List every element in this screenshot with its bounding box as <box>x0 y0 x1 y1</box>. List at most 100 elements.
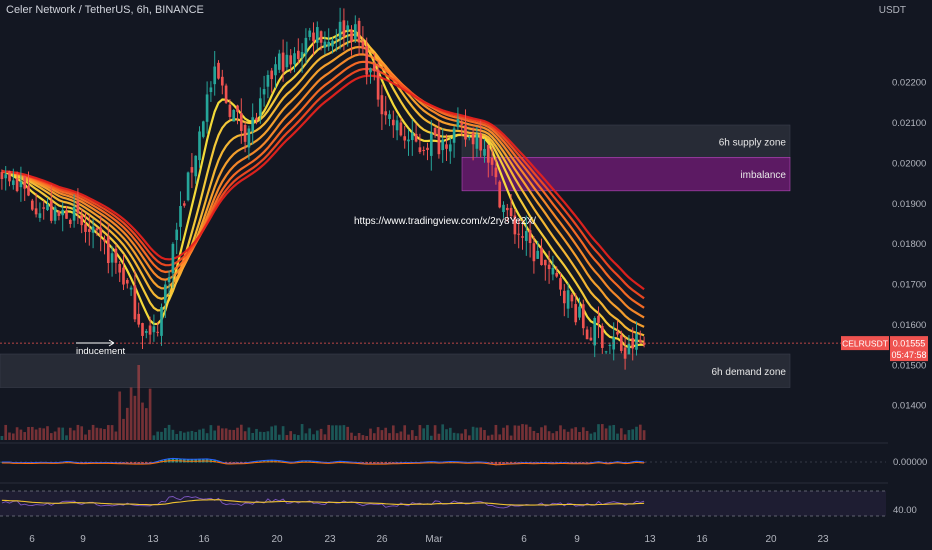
candle-body <box>380 95 384 115</box>
time-tick-label: 16 <box>696 534 708 545</box>
candle-body <box>543 259 547 266</box>
macd-histogram-bar <box>308 460 312 463</box>
candle-body <box>528 230 532 244</box>
candle-body <box>19 181 23 188</box>
candle-body <box>509 207 513 217</box>
price-tick-label: 0.02000 <box>892 158 926 169</box>
volume-bar <box>638 424 642 440</box>
volume-bar <box>144 408 148 440</box>
candle-body <box>72 206 76 221</box>
volume-bar <box>361 435 365 440</box>
volume-bar <box>103 429 106 440</box>
volume-bar <box>479 427 483 440</box>
candle-body <box>589 337 593 341</box>
volume-bar <box>331 425 334 440</box>
macd-histogram-bar <box>156 461 160 463</box>
candle-body <box>410 132 414 141</box>
candle-body <box>312 32 315 42</box>
volume-bar <box>483 430 486 440</box>
candle-body <box>604 351 608 353</box>
volume-bar <box>122 418 125 440</box>
candle-body <box>201 121 205 137</box>
candle-body <box>160 307 163 336</box>
macd-histogram-bar <box>498 462 502 466</box>
candle-body <box>441 139 445 151</box>
candle-body <box>581 304 585 329</box>
volume-bar <box>125 407 129 440</box>
volume-bar <box>498 434 502 440</box>
candle-body <box>110 253 114 263</box>
volume-bar <box>536 433 540 440</box>
volume-bar <box>448 427 452 440</box>
macd-histogram-bar <box>494 462 498 466</box>
rsi-pane <box>0 482 888 517</box>
volume-bar <box>315 430 319 440</box>
volume-bar <box>608 425 612 440</box>
volume-bar <box>426 424 429 440</box>
volume-bar <box>597 424 600 440</box>
volume-bar <box>57 427 61 440</box>
candle-body <box>293 53 296 65</box>
volume-bar <box>346 426 350 440</box>
price-tick-label: 0.01700 <box>892 280 926 291</box>
candle-body <box>395 120 399 131</box>
volume-bar <box>293 434 296 440</box>
volume-bar <box>19 429 23 440</box>
candle-body <box>84 224 87 232</box>
price-axis-unit: USDT <box>878 5 906 16</box>
volume-bar <box>190 430 194 440</box>
volume-bar <box>160 431 163 440</box>
volume-bar <box>152 435 156 440</box>
volume-bar <box>391 425 395 440</box>
candle-body <box>585 329 589 340</box>
last-price-label: 0.01555 <box>893 339 926 349</box>
volume-bar <box>543 425 547 440</box>
volume-bar <box>281 426 285 440</box>
macd-histogram-bar <box>490 462 494 465</box>
price-axis: 0.01400 0.01500 0.01600 0.01700 0.01800 0.019… <box>841 78 928 516</box>
volume-bar <box>15 427 19 440</box>
candle-body <box>369 68 372 73</box>
volume-bar <box>217 425 220 440</box>
volume-bar <box>353 435 357 440</box>
candle-body <box>638 339 642 343</box>
volume-bar <box>76 424 80 440</box>
volume-bar <box>600 424 604 440</box>
candle-body <box>274 64 277 76</box>
volume-bar <box>509 435 513 440</box>
candle-body <box>300 52 304 58</box>
candle-body <box>460 123 464 125</box>
volume-bar <box>106 425 110 440</box>
candle-body <box>391 119 395 126</box>
volume-bar <box>441 424 445 440</box>
candle-body <box>627 343 631 355</box>
candle-body <box>536 250 540 259</box>
candle-body <box>137 313 141 325</box>
candle-body <box>49 200 53 221</box>
macd-histogram-bar <box>502 462 505 465</box>
candle-body <box>540 247 543 266</box>
macd-line <box>1 457 645 466</box>
zone-label-imbalance: imbalance <box>740 170 786 181</box>
candles-layer <box>0 7 646 370</box>
candle-body <box>304 37 308 55</box>
candle-body <box>220 76 224 86</box>
candle-body <box>346 25 350 31</box>
volume-bar <box>87 429 91 440</box>
volume-bar <box>205 433 209 440</box>
candle-body <box>319 31 323 43</box>
candle-body <box>308 30 312 38</box>
volume-bar <box>338 425 342 440</box>
time-tick-label: 9 <box>574 534 580 545</box>
candle-body <box>494 167 498 178</box>
inducement-label: inducement <box>76 346 125 357</box>
ema-line <box>1 39 645 337</box>
volume-bar <box>342 425 346 440</box>
volume-bar <box>452 432 456 440</box>
volume-bar <box>179 431 182 440</box>
candle-body <box>76 201 80 214</box>
candle-body <box>144 331 148 333</box>
candle-body <box>384 111 388 116</box>
volume-bar <box>182 432 186 440</box>
